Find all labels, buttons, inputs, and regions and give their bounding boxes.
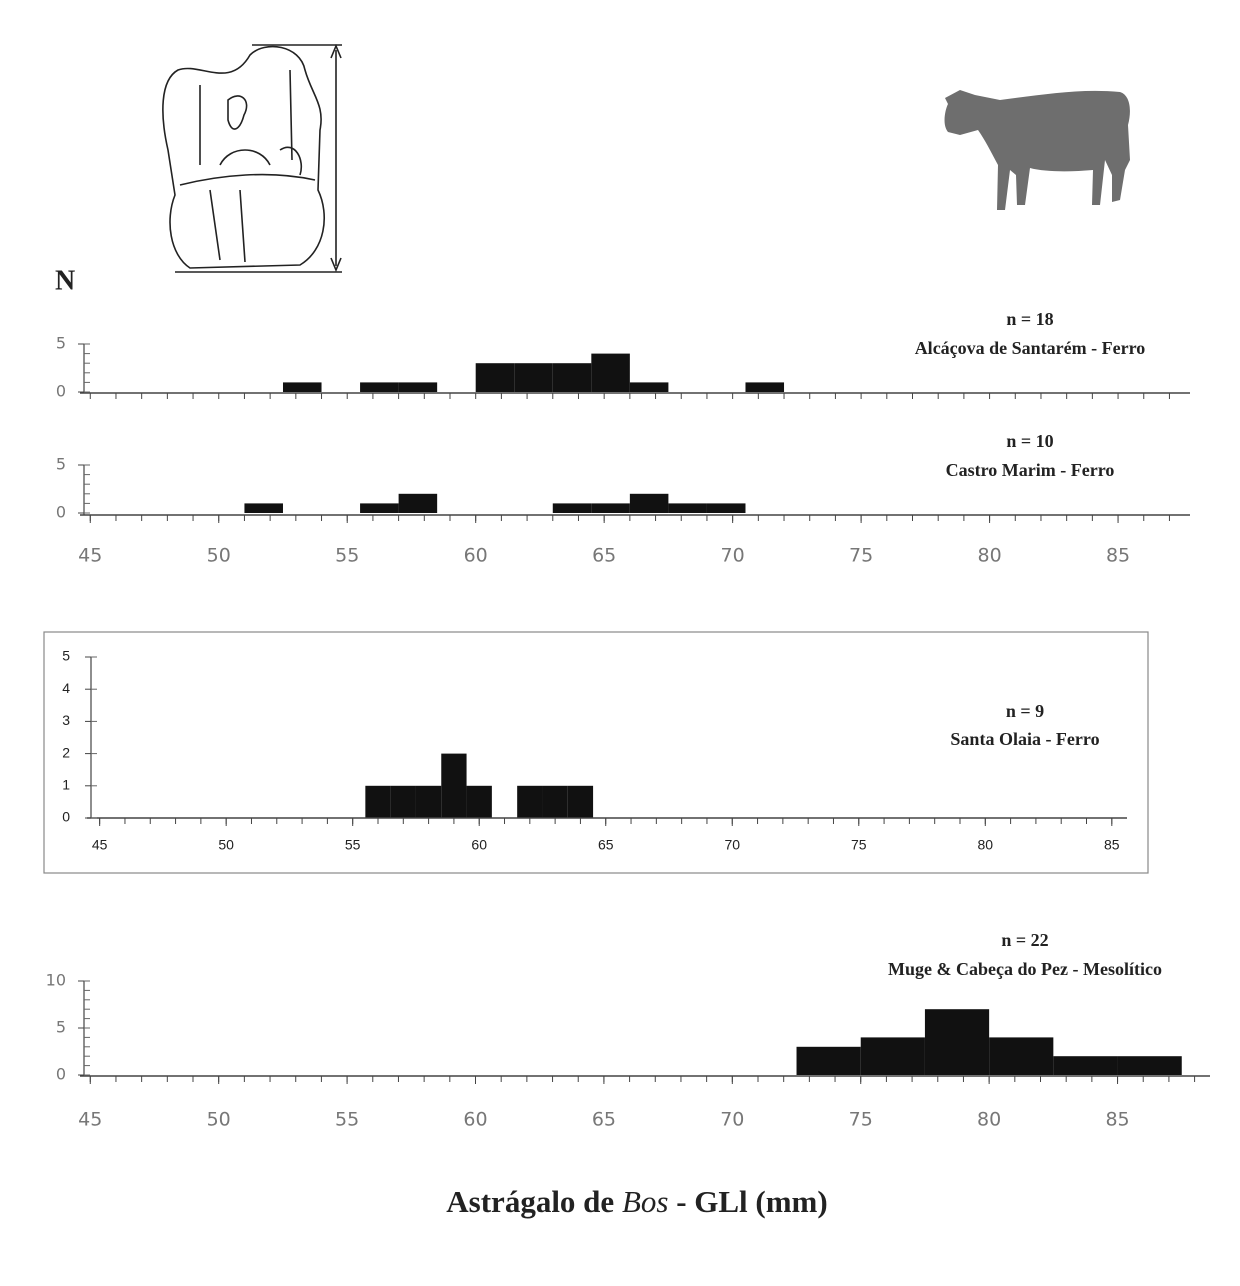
x-tick-label: 60 [471, 837, 487, 853]
y-tick-label: 3 [62, 712, 70, 728]
x-tick-label: 50 [207, 545, 231, 567]
x-tick-label: 70 [721, 545, 745, 567]
y-tick-label: 10 [46, 971, 66, 990]
x-tick-label: 85 [1105, 1109, 1129, 1131]
bar [797, 1047, 861, 1075]
bar [591, 503, 630, 513]
x-tick-label: 75 [851, 837, 867, 853]
bar [517, 786, 542, 818]
background [0, 0, 1240, 1286]
bar [861, 1037, 925, 1075]
x-label-italic: Bos [622, 1184, 669, 1219]
y-tick-label: 5 [56, 334, 66, 353]
y-tick-label: 2 [62, 744, 70, 760]
y-tick-label: 1 [62, 777, 70, 793]
bar [360, 382, 399, 392]
x-tick-label: 65 [592, 1109, 616, 1131]
x-label-part: Astrágalo de [446, 1184, 622, 1219]
annotation: n = 10 [1006, 431, 1053, 451]
x-tick-label: 50 [218, 837, 234, 853]
bar [630, 494, 669, 513]
annotation: n = 22 [1001, 930, 1048, 950]
x-tick-label: 75 [849, 1109, 873, 1131]
bar [360, 503, 399, 513]
bar [441, 754, 466, 818]
panel-title: Santa Olaia - Ferro [950, 729, 1099, 749]
x-tick-label: 45 [92, 837, 108, 853]
x-tick-label: 55 [335, 1109, 359, 1131]
bar [745, 382, 784, 392]
y-tick-label: 5 [62, 648, 70, 664]
x-tick-label: 80 [978, 837, 994, 853]
y-axis-label: N [55, 265, 75, 296]
bar [630, 382, 669, 392]
x-tick-label: 60 [463, 1109, 487, 1131]
bar [568, 786, 593, 818]
bar [283, 382, 322, 392]
x-tick-label: 45 [78, 545, 102, 567]
x-tick-label: 60 [464, 545, 488, 567]
x-tick-label: 85 [1106, 545, 1130, 567]
bar [391, 786, 416, 818]
bar [707, 503, 746, 513]
bar [542, 786, 567, 818]
figure: N Astrágalo de Bos - GLl (mm) 0 5 n = 18 Al… [0, 0, 1240, 1286]
bar [925, 1009, 989, 1075]
bar [668, 503, 707, 513]
annotation: n = 18 [1006, 309, 1053, 329]
annotation: n = 9 [1006, 701, 1044, 721]
panel-title: Muge & Cabeça do Pez - Mesolítico [888, 959, 1162, 979]
y-tick-label: 0 [62, 809, 70, 825]
x-tick-label: 80 [977, 1109, 1001, 1131]
x-axis-label: Astrágalo de Bos - GLl (mm) [446, 1184, 827, 1219]
y-tick-label: 0 [56, 503, 66, 522]
x-tick-label: 55 [335, 545, 359, 567]
x-tick-label: 70 [720, 1109, 744, 1131]
bar [514, 363, 553, 392]
bar [399, 382, 438, 392]
bar [416, 786, 441, 818]
bar [989, 1037, 1053, 1075]
panel-title: Alcáçova de Santarém - Ferro [915, 338, 1146, 358]
x-tick-label: 70 [724, 837, 740, 853]
bar [553, 503, 592, 513]
x-label-part: - GLl (mm) [668, 1184, 827, 1219]
x-tick-label: 80 [977, 545, 1001, 567]
bar [467, 786, 492, 818]
x-tick-label: 75 [849, 545, 873, 567]
bar [476, 363, 515, 392]
x-tick-label: 45 [78, 1109, 102, 1131]
bar [1118, 1056, 1182, 1075]
x-tick-label: 65 [598, 837, 614, 853]
bar [399, 494, 438, 513]
y-tick-label: 5 [56, 1018, 66, 1037]
y-tick-label: 4 [62, 680, 70, 696]
bar [365, 786, 390, 818]
panel-title: Castro Marim - Ferro [946, 460, 1115, 480]
x-tick-label: 55 [345, 837, 361, 853]
y-tick-label: 0 [56, 382, 66, 401]
x-tick-label: 65 [592, 545, 616, 567]
bar [244, 503, 283, 513]
x-tick-label: 50 [207, 1109, 231, 1131]
y-tick-label: 5 [56, 455, 66, 474]
bar [553, 363, 592, 392]
bar [1053, 1056, 1117, 1075]
bar [591, 354, 630, 392]
x-tick-label: 85 [1104, 837, 1120, 853]
y-tick-label: 0 [56, 1065, 66, 1084]
